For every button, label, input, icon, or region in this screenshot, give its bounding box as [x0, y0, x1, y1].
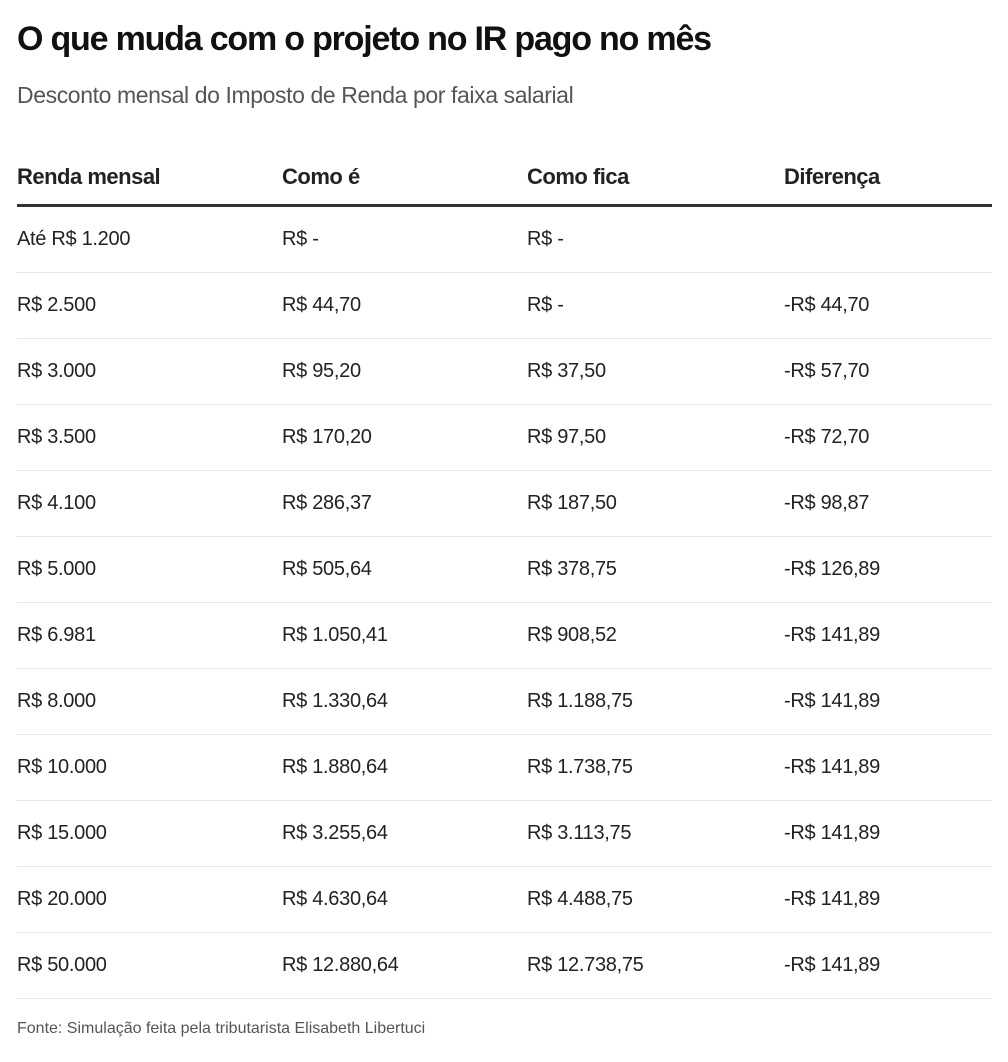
cell-renda: Até R$ 1.200 [17, 228, 131, 250]
cell-como-fica: R$ 3.113,75 [527, 822, 632, 844]
cell-diferenca: -R$ 98,87 [784, 492, 870, 514]
cell-como-fica: R$ 908,52 [527, 624, 617, 646]
cell-como-e: R$ - [282, 228, 319, 250]
cell-como-fica: R$ 1.188,75 [527, 690, 633, 712]
column-header-diferenca[interactable]: Diferença [784, 164, 880, 189]
cell-como-e: R$ 1.050,41 [282, 624, 388, 646]
cell-diferenca: -R$ 126,89 [784, 558, 880, 580]
table-row: R$ 5.000 R$ 505,64 R$ 378,75 -R$ 126,89 [17, 537, 992, 603]
cell-renda: R$ 50.000 [17, 954, 107, 976]
cell-como-e: R$ 3.255,64 [282, 822, 388, 844]
cell-como-fica: R$ 378,75 [527, 558, 617, 580]
table-row: Até R$ 1.200 R$ - R$ - [17, 207, 992, 273]
cell-como-e: R$ 4.630,64 [282, 888, 388, 910]
cell-diferenca: -R$ 141,89 [784, 822, 880, 844]
cell-diferenca: -R$ 57,70 [784, 360, 870, 382]
cell-renda: R$ 3.500 [17, 426, 96, 448]
cell-como-fica: R$ 187,50 [527, 492, 617, 514]
cell-renda: R$ 2.500 [17, 294, 96, 316]
cell-renda: R$ 20.000 [17, 888, 107, 910]
cell-diferenca: -R$ 141,89 [784, 624, 880, 646]
cell-como-fica: R$ 97,50 [527, 426, 606, 448]
cell-renda: R$ 6.981 [17, 624, 96, 646]
cell-como-fica: R$ 12.738,75 [527, 954, 644, 976]
cell-como-e: R$ 44,70 [282, 294, 361, 316]
cell-como-e: R$ 1.330,64 [282, 690, 388, 712]
cell-como-e: R$ 1.880,64 [282, 756, 388, 778]
table-body: Até R$ 1.200 R$ - R$ - R$ 2.500 R$ 44,70 R$ -… [17, 207, 992, 999]
cell-como-e: R$ 286,37 [282, 492, 372, 514]
data-table: Renda mensal Como é Como fica Diferença … [17, 150, 992, 999]
cell-renda: R$ 5.000 [17, 558, 96, 580]
cell-renda: R$ 8.000 [17, 690, 96, 712]
cell-diferenca: -R$ 141,89 [784, 954, 880, 976]
cell-renda: R$ 15.000 [17, 822, 107, 844]
cell-renda: R$ 3.000 [17, 360, 96, 382]
table-row: R$ 2.500 R$ 44,70 R$ - -R$ 44,70 [17, 273, 992, 339]
cell-renda: R$ 10.000 [17, 756, 107, 778]
cell-como-e: R$ 95,20 [282, 360, 361, 382]
cell-diferenca: -R$ 141,89 [784, 756, 880, 778]
table-row: R$ 3.000 R$ 95,20 R$ 37,50 -R$ 57,70 [17, 339, 992, 405]
cell-como-e: R$ 505,64 [282, 558, 372, 580]
column-header-como-fica[interactable]: Como fica [527, 164, 629, 189]
cell-como-fica: R$ 37,50 [527, 360, 606, 382]
table-row: R$ 20.000 R$ 4.630,64 R$ 4.488,75 -R$ 141,8… [17, 867, 992, 933]
table-row: R$ 4.100 R$ 286,37 R$ 187,50 -R$ 98,87 [17, 471, 992, 537]
table-row: R$ 15.000 R$ 3.255,64 R$ 3.113,75 -R$ 141,8… [17, 801, 992, 867]
table-row: R$ 10.000 R$ 1.880,64 R$ 1.738,75 -R$ 141,8… [17, 735, 992, 801]
cell-como-fica: R$ - [527, 294, 564, 316]
cell-como-fica: R$ - [527, 228, 564, 250]
cell-como-e: R$ 170,20 [282, 426, 372, 448]
cell-diferenca: -R$ 72,70 [784, 426, 870, 448]
table-header: Renda mensal Como é Como fica Diferença [17, 150, 992, 207]
cell-diferenca: -R$ 44,70 [784, 294, 870, 316]
cell-renda: R$ 4.100 [17, 492, 96, 514]
cell-diferenca: -R$ 141,89 [784, 888, 880, 910]
cell-como-e: R$ 12.880,64 [282, 954, 399, 976]
table-row: R$ 8.000 R$ 1.330,64 R$ 1.188,75 -R$ 141,89 [17, 669, 992, 735]
cell-como-fica: R$ 4.488,75 [527, 888, 633, 910]
table-row: R$ 6.981 R$ 1.050,41 R$ 908,52 -R$ 141,89 [17, 603, 992, 669]
cell-diferenca: -R$ 141,89 [784, 690, 880, 712]
chart-subtitle: Desconto mensal do Imposto de Renda por … [17, 82, 574, 108]
column-header-como-e[interactable]: Como é [282, 164, 360, 189]
cell-como-fica: R$ 1.738,75 [527, 756, 633, 778]
table-row: R$ 50.000 R$ 12.880,64 R$ 12.738,75 -R$ 141… [17, 933, 992, 999]
source-note: Fonte: Simulação feita pela tributarista… [17, 1020, 426, 1037]
chart-title: O que muda com o projeto no IR pago no m… [17, 20, 712, 58]
table-row: R$ 3.500 R$ 170,20 R$ 97,50 -R$ 72,70 [17, 405, 992, 471]
column-header-renda[interactable]: Renda mensal [17, 164, 161, 189]
